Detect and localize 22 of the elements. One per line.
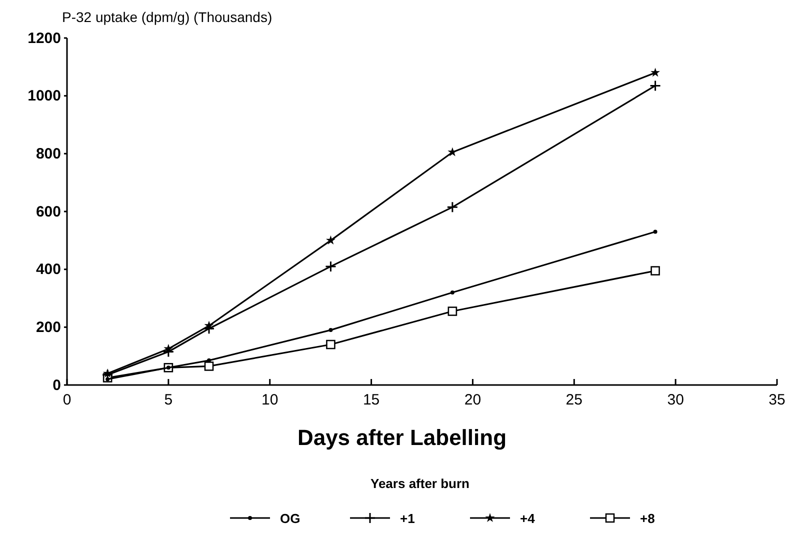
legend-label: +8 xyxy=(640,511,655,526)
x-tick-label: 30 xyxy=(667,392,684,408)
x-axis-title: Days after Labelling xyxy=(297,425,507,450)
legend-label: OG xyxy=(280,511,300,526)
y-tick-label: 600 xyxy=(36,203,61,220)
y-tick-label: 0 xyxy=(52,376,61,394)
y-tick-label: 400 xyxy=(36,261,61,278)
legend-label: +4 xyxy=(520,511,536,526)
x-tick-label: 20 xyxy=(464,392,482,408)
legend-label: +1 xyxy=(400,511,415,526)
x-tick-label: 10 xyxy=(262,392,278,408)
y-tick-label: 800 xyxy=(36,145,61,162)
y-tick-label: 1200 xyxy=(28,30,61,47)
y-tick-label: 200 xyxy=(36,318,61,336)
x-tick-label: 15 xyxy=(362,392,380,408)
y-axis-title: P-32 uptake (dpm/g) (Thousands) xyxy=(62,9,272,25)
legend-title: Years after burn xyxy=(370,476,470,491)
y-tick-label: 1000 xyxy=(28,88,61,105)
x-tick-label: 25 xyxy=(566,392,582,408)
x-tick-label: 5 xyxy=(164,392,173,408)
x-tick-label: 0 xyxy=(62,392,72,408)
x-tick-label: 35 xyxy=(768,392,786,408)
